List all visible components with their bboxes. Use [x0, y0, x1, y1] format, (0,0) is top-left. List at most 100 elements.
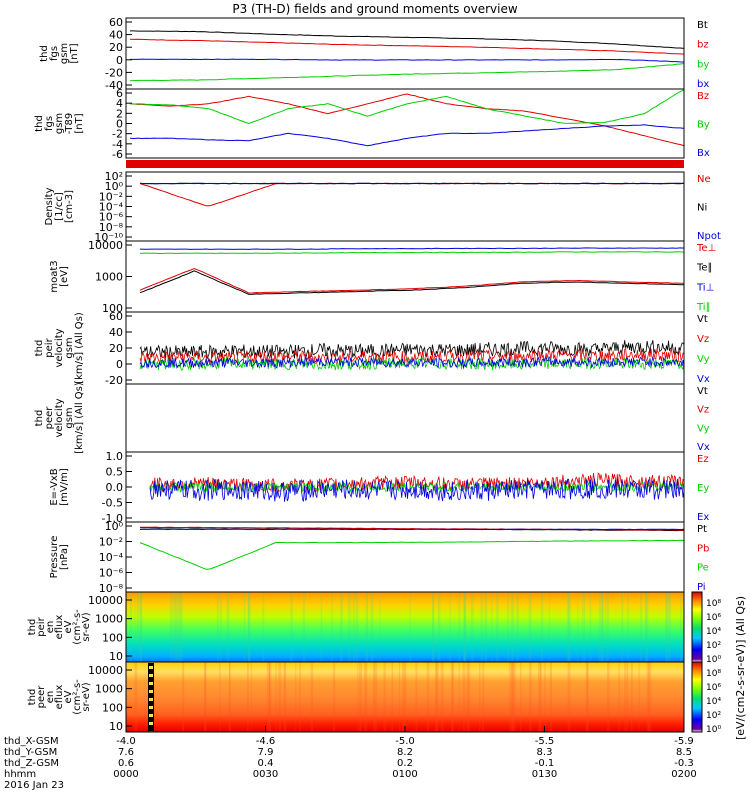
- striation-peir_en_eflux-55: [601, 592, 604, 662]
- spectrogram-fill-peir_en_eflux: [126, 592, 684, 662]
- colorbar-tick-1-1: 10⁶: [706, 683, 721, 693]
- striation-peir_en_eflux-47: [219, 592, 222, 662]
- striation-peer_en_eflux-52: [435, 662, 439, 732]
- series-peir_velocity-Vx: [139, 355, 685, 369]
- series-fgs-Bt: [130, 30, 685, 49]
- legend-efield-Ey: Ey: [697, 483, 709, 494]
- colorbar-label: [eV/(cm2-s-sr-eV)] (All Qs): [734, 596, 747, 740]
- striation-peer_en_eflux-0: [247, 662, 249, 732]
- striation-peer_en_eflux-42: [415, 662, 418, 732]
- striation-peer_en_eflux-46: [520, 662, 522, 732]
- series-fgs-bz: [129, 38, 685, 55]
- ytick-label-pressure-1: 10⁻²: [99, 536, 123, 549]
- striation-peir_en_eflux-11: [352, 592, 355, 662]
- colorbar-tick-1-2: 10⁴: [706, 697, 721, 707]
- striation-peer_en_eflux-36: [134, 662, 138, 732]
- ylabel-peer_en_eflux-0: thd: [27, 689, 38, 706]
- ylabel-fgs_dsub-1: fgs: [44, 116, 55, 131]
- data-gap-bar: [126, 160, 684, 168]
- colorbar-bar-1: [691, 661, 703, 733]
- legend-pressure-Pe: Pe: [697, 563, 709, 574]
- ylabel-peer_en_eflux-6: sr-eV): [81, 682, 92, 711]
- ylabel-peer_velocity-4: [km/s] (All Qs): [74, 382, 85, 454]
- ytick-label-fgs-1: 40: [109, 29, 123, 42]
- ylabel-efield-1: [mV/m]: [59, 468, 70, 506]
- ylabel-pressure-0: Pressure: [49, 536, 60, 579]
- striation-peir_en_eflux-4: [566, 592, 570, 662]
- striation-peir_en_eflux-8: [175, 592, 179, 662]
- striation-peir_en_eflux-19: [589, 592, 592, 662]
- ylabel-fgs-1: fgs: [49, 46, 60, 61]
- data-gap-tick-1: [149, 674, 153, 677]
- ylabel-density-1: [1/cc]: [54, 192, 65, 221]
- striation-peir_en_eflux-45: [216, 592, 219, 662]
- striation-peir_en_eflux-1: [583, 592, 586, 662]
- legend-peir_velocity-Vy: Vy: [697, 354, 710, 365]
- ylabel-peer_en_eflux-2: en: [45, 691, 56, 704]
- striation-peir_en_eflux-22: [355, 592, 359, 662]
- legend-efield-Ez: Ez: [697, 454, 709, 465]
- ytick-label-density-6: 10⁻¹⁰: [94, 231, 123, 244]
- striation-peer_en_eflux-37: [514, 662, 516, 732]
- frame-pressure: [125, 521, 685, 593]
- striation-peer_en_eflux-1: [585, 662, 588, 732]
- striation-peer_en_eflux-67: [538, 662, 541, 732]
- striation-peer_en_eflux-59: [250, 662, 252, 732]
- striation-peer_en_eflux-27: [511, 662, 514, 732]
- striation-peir_en_eflux-9: [370, 592, 374, 662]
- striation-peer_en_eflux-21: [426, 662, 430, 732]
- ylabel-peir_velocity-0: thd: [34, 340, 45, 357]
- legend-density-Ne: Ne: [697, 174, 711, 185]
- striation-peir_en_eflux-2: [548, 592, 550, 662]
- legend-pressure-Pi: Pi: [697, 582, 706, 593]
- striation-peir_en_eflux-67: [129, 592, 133, 662]
- striation-peir_en_eflux-33: [598, 592, 602, 662]
- legend-pressure-Pt: Pt: [697, 524, 707, 535]
- ytick-label-temperature-0: 10000: [88, 239, 123, 252]
- striation-peer_en_eflux-35: [229, 662, 231, 732]
- striation-peer_en_eflux-57: [624, 662, 626, 732]
- chart-title: P3 (TH-D) fields and ground moments over…: [232, 2, 518, 16]
- ephem-value-0-1: -4.6: [256, 736, 276, 747]
- striation-peer_en_eflux-55: [479, 662, 481, 732]
- legend-peer_velocity-Vy: Vy: [697, 423, 710, 434]
- striation-peir_en_eflux-61: [437, 592, 441, 662]
- series-temperature-Te∥: [139, 270, 685, 295]
- ytick-label-efield-3: -0.5: [102, 497, 123, 510]
- data-gap-tick-4: [149, 698, 153, 701]
- ytick-label-fgs_dsub-1: 4: [116, 97, 123, 110]
- ylabel-peer_en_eflux-1: peer: [36, 685, 47, 709]
- spectrogram-peer_en_eflux: 10000 1000 100 10 thdpeerenefluxeV(cm²-s-sr-…: [27, 661, 685, 733]
- colorbar-tick-0-0: 10⁸: [706, 599, 721, 609]
- striation-peer_en_eflux-32: [482, 662, 485, 732]
- ytick-label-density-1: 10⁰: [105, 180, 124, 193]
- striation-peer_en_eflux-8: [646, 662, 650, 732]
- ylabel-peer_velocity-3: gsm: [64, 407, 75, 428]
- striation-peer_en_eflux-47: [467, 662, 470, 732]
- ytick-label-peer_en_eflux-3: 10: [109, 720, 123, 733]
- legend-temperature-Ti⊥: Ti⊥: [696, 282, 714, 293]
- ylabel-peir_en_eflux-5: (cm²-s-: [72, 609, 83, 645]
- series-peir_velocity-Vz: [139, 347, 685, 366]
- ytick-label-pressure-2: 10⁻⁴: [99, 551, 124, 564]
- striation-peer_en_eflux-61: [549, 662, 552, 732]
- striation-peir_en_eflux-53: [621, 592, 624, 662]
- data-gap-tick-3: [149, 690, 153, 693]
- striation-peir_en_eflux-27: [665, 592, 669, 662]
- ephem-value-3-1: 0030: [253, 769, 278, 780]
- striation-peer_en_eflux-6: [279, 662, 282, 732]
- ytick-label-efield-0: 1.0: [106, 450, 124, 463]
- ytick-label-peir_velocity-1: 40: [109, 326, 123, 339]
- data-gap-tick-5: [149, 706, 153, 709]
- striation-peir_en_eflux-60: [320, 592, 323, 662]
- ytick-label-peir_velocity-2: 20: [109, 342, 123, 355]
- legend-pressure-Pb: Pb: [697, 543, 709, 554]
- ephem-value-1-3: 8.3: [537, 747, 553, 758]
- ylabel-fgs_dsub-0: thd: [34, 115, 45, 132]
- legend-temperature-Te∥: Te∥: [696, 263, 713, 274]
- striation-peer_en_eflux-18: [283, 662, 286, 732]
- ytick-label-pressure-4: 10⁻⁸: [99, 582, 124, 595]
- striation-peer_en_eflux-49: [511, 662, 514, 732]
- colorbar-0: 10⁸ 10⁶ 10⁴ 10² 10⁰: [691, 591, 721, 665]
